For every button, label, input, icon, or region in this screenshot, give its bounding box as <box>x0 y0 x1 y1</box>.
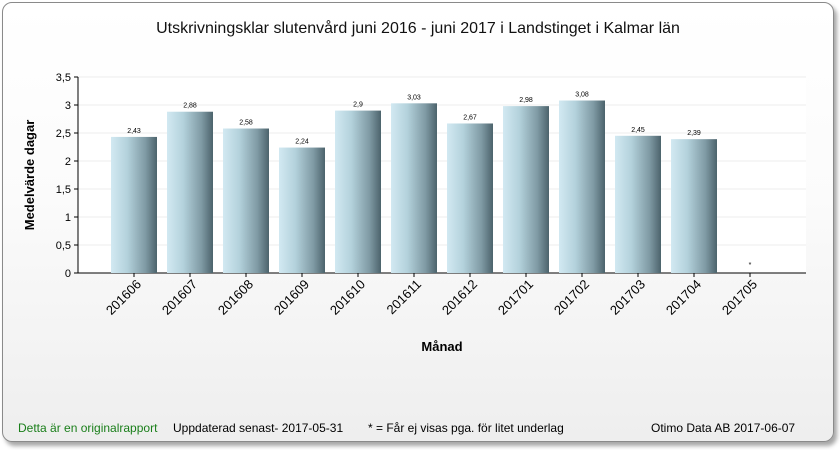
data-label: 2,58 <box>239 120 253 127</box>
data-label: 2,43 <box>127 128 141 135</box>
data-label: 2,88 <box>183 103 197 110</box>
bar <box>391 103 437 273</box>
data-label: 3,03 <box>407 94 421 101</box>
vendor-stamp: Otimo Data AB 2017-06-07 <box>651 421 796 435</box>
x-tick-label: 201704 <box>663 277 704 318</box>
x-tick-label: 201702 <box>551 277 592 318</box>
bar <box>503 106 549 274</box>
bar <box>167 111 213 273</box>
data-label: * <box>749 262 752 269</box>
bar <box>111 136 157 273</box>
bar <box>671 139 717 273</box>
x-tick-label: 201705 <box>719 277 760 318</box>
x-tick-label: 201612 <box>439 277 480 318</box>
data-label: 2,67 <box>463 114 477 121</box>
x-tick-label: 201611 <box>384 277 425 318</box>
updated-date: Uppdaterad senast- 2017-05-31 <box>173 421 344 435</box>
bar <box>335 110 381 273</box>
bar <box>559 100 605 274</box>
x-tick-label: 201607 <box>159 277 200 318</box>
y-tick-label: 1 <box>65 212 71 224</box>
suppression-note: * = Får ej visas pga. för litet underlag <box>368 421 564 435</box>
data-label: 3,08 <box>575 92 589 99</box>
chart-title: Utskrivningsklar slutenvård juni 2016 - … <box>156 20 680 37</box>
y-tick-label: 3,5 <box>56 72 71 84</box>
y-axis-title: Medelvärde dagar <box>22 120 37 231</box>
y-tick-label: 1,5 <box>56 184 71 196</box>
bar <box>279 147 325 273</box>
y-tick-label: 3 <box>65 100 71 112</box>
bar <box>223 128 269 273</box>
bar <box>447 123 493 273</box>
original-report-note: Detta är en originalrapport <box>18 421 158 435</box>
x-tick-label: 201703 <box>607 277 648 318</box>
x-tick-label: 201610 <box>327 277 368 318</box>
y-tick-label: 2 <box>65 156 71 168</box>
x-axis-title: Månad <box>421 339 462 354</box>
data-label: 2,39 <box>687 130 701 137</box>
x-tick-label: 201701 <box>495 277 536 318</box>
data-label: 2,24 <box>295 139 309 146</box>
data-label: 2,9 <box>353 102 363 109</box>
x-tick-label: 201609 <box>271 277 312 318</box>
x-tick-label: 201606 <box>103 277 144 318</box>
data-label: 2,98 <box>519 97 533 104</box>
bar <box>615 135 661 273</box>
y-tick-label: 2,5 <box>56 128 71 140</box>
y-tick-label: 0 <box>65 268 71 280</box>
x-tick-label: 201608 <box>215 277 256 318</box>
data-label: 2,45 <box>631 127 645 134</box>
y-tick-label: 0,5 <box>56 240 71 252</box>
